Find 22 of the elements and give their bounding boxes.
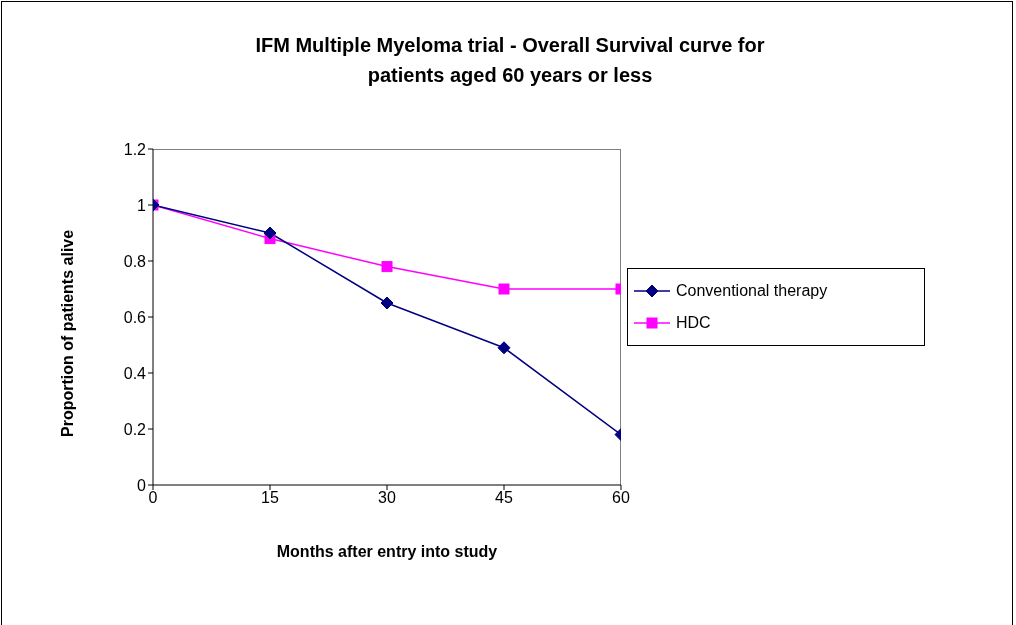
y-tick-label: 1.2 xyxy=(123,140,147,158)
point xyxy=(381,261,393,273)
x-tick-label: 60 xyxy=(612,489,630,507)
x-axis-title: Months after entry into study xyxy=(276,543,498,560)
legend-label: HDC xyxy=(676,314,711,332)
x-tick-label: 30 xyxy=(378,489,396,507)
y-tick-label: 0.6 xyxy=(123,308,147,326)
x-tick-label: 15 xyxy=(261,489,279,507)
legend-label: Conventional therapy xyxy=(676,282,828,300)
point xyxy=(263,226,277,240)
y-tick-label: 1 xyxy=(137,196,147,214)
x-tick-label: 45 xyxy=(495,489,513,507)
chart-title: IFM Multiple Myeloma trial - Overall Survival curve for patients aged 60 years or less xyxy=(254,33,766,88)
point xyxy=(497,341,511,355)
y-tick-label: 0.4 xyxy=(123,364,147,382)
y-tick-label: 0.8 xyxy=(123,252,147,270)
point xyxy=(380,296,394,310)
x-tick-label: 0 xyxy=(148,489,158,507)
point xyxy=(498,283,510,295)
y-axis-title: Proportion of patients alive xyxy=(58,229,76,437)
y-tick-label: 0 xyxy=(137,476,147,494)
y-tick-label: 0.2 xyxy=(123,420,147,438)
